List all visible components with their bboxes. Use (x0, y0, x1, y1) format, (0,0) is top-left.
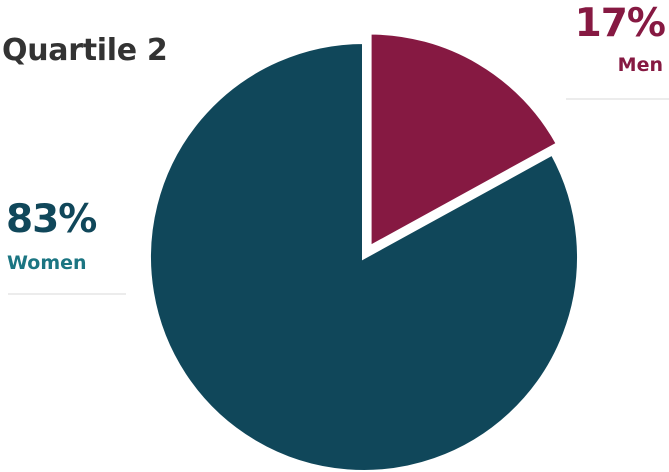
women-label-divider (8, 293, 126, 295)
chart-title: Quartile 2 (2, 33, 168, 68)
women-series-label: Women (7, 252, 87, 274)
men-percent-label: 17% (574, 1, 666, 46)
men-label-divider (566, 98, 669, 100)
women-percent-label: 83% (6, 197, 97, 242)
men-series-label: Men (617, 54, 663, 76)
pie-slice-women (147, 39, 581, 472)
pie-slice-men (367, 30, 561, 251)
